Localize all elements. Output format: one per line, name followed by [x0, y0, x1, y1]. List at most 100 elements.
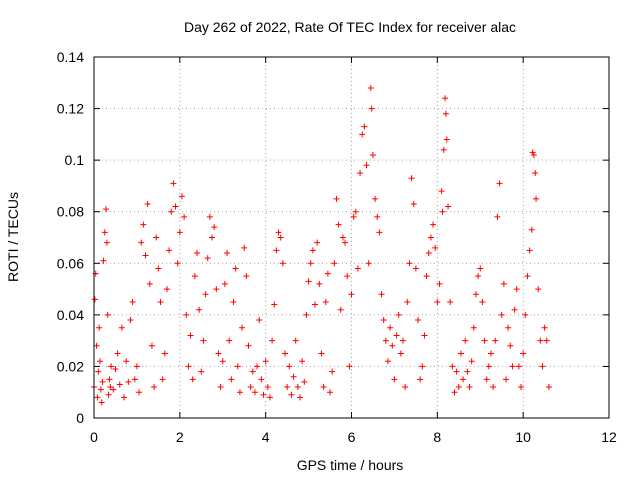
- data-point: [421, 332, 428, 339]
- axis-ticks: 0 2 4 6 8 10 12 0 0.02 0.04 0.06 0.08 0.1 0.12 0.14: [57, 49, 617, 445]
- data-point: [503, 376, 509, 383]
- data-point: [529, 149, 536, 156]
- data-point: [357, 170, 364, 177]
- data-point: [524, 273, 531, 280]
- data-point: [333, 195, 340, 202]
- data-point: [376, 229, 383, 236]
- data-point: [447, 298, 454, 305]
- data-point: [200, 337, 207, 344]
- data-point: [496, 180, 503, 187]
- data-point: [309, 247, 316, 254]
- data-point: [209, 234, 216, 241]
- data-point: [297, 394, 303, 401]
- data-point: [423, 273, 430, 280]
- data-point: [532, 170, 539, 177]
- x-tick-label: 6: [348, 429, 356, 445]
- data-point: [239, 324, 246, 331]
- data-point: [191, 273, 198, 280]
- data-point: [172, 203, 179, 210]
- data-point: [352, 208, 359, 215]
- data-point: [368, 105, 375, 112]
- data-point: [440, 146, 447, 153]
- data-point: [153, 234, 160, 241]
- data-point: [161, 350, 168, 357]
- data-point: [369, 151, 376, 158]
- data-point: [387, 324, 394, 331]
- data-point: [303, 311, 310, 318]
- data-point: [464, 368, 471, 375]
- data-point: [271, 301, 278, 308]
- data-point: [155, 265, 162, 272]
- data-point: [194, 249, 200, 256]
- data-point: [136, 389, 143, 396]
- data-point: [262, 358, 269, 365]
- data-point: [129, 298, 136, 305]
- data-point: [324, 270, 331, 277]
- y-tick-label: 0.12: [57, 101, 84, 117]
- data-point: [346, 363, 353, 370]
- data-point: [148, 342, 155, 349]
- data-point: [320, 384, 327, 391]
- data-point: [404, 298, 411, 305]
- data-point: [264, 384, 271, 391]
- data-point: [335, 221, 342, 228]
- data-point: [118, 324, 125, 331]
- data-point: [106, 376, 113, 383]
- x-tick-label: 8: [433, 429, 441, 445]
- data-point: [543, 337, 550, 344]
- data-point: [466, 384, 473, 391]
- data-point: [475, 273, 482, 280]
- data-point: [337, 306, 344, 313]
- data-point: [412, 265, 419, 272]
- data-point: [348, 291, 355, 298]
- x-tick-label: 4: [262, 429, 270, 445]
- data-point: [123, 358, 130, 365]
- data-point: [417, 376, 424, 383]
- data-point: [196, 306, 203, 313]
- data-point: [485, 363, 492, 370]
- data-point: [331, 260, 338, 267]
- data-point: [157, 298, 164, 305]
- data-point: [146, 280, 153, 287]
- data-point: [96, 324, 103, 331]
- data-point: [211, 224, 218, 231]
- data-point: [449, 363, 456, 370]
- data-point: [101, 229, 108, 236]
- data-point: [539, 363, 546, 370]
- data-point: [187, 332, 194, 339]
- data-point: [221, 280, 228, 287]
- data-point: [481, 337, 488, 344]
- x-axis-title: GPS time / hours: [297, 457, 404, 473]
- data-point: [94, 394, 101, 401]
- data-point: [206, 213, 213, 220]
- x-tick-label: 12: [601, 429, 617, 445]
- data-point: [468, 358, 475, 365]
- data-point: [430, 221, 437, 228]
- data-point: [232, 265, 239, 272]
- gridlines: [94, 57, 609, 418]
- data-point: [327, 389, 334, 396]
- data-point: [526, 247, 533, 254]
- data-point: [498, 311, 505, 318]
- data-point: [410, 200, 417, 207]
- data-point: [453, 368, 460, 375]
- data-point: [166, 247, 173, 254]
- data-point: [455, 384, 462, 391]
- data-point: [103, 239, 110, 246]
- data-point: [389, 342, 396, 349]
- data-point: [305, 278, 312, 285]
- data-point: [226, 337, 233, 344]
- data-point: [445, 203, 452, 210]
- data-point: [522, 311, 529, 318]
- data-point: [318, 350, 325, 357]
- data-point: [537, 337, 544, 344]
- data-point: [269, 337, 276, 344]
- data-point: [432, 244, 439, 251]
- data-point: [487, 350, 494, 357]
- data-point: [350, 213, 357, 220]
- y-tick-label: 0.14: [57, 49, 84, 65]
- data-point: [277, 234, 284, 241]
- data-point: [258, 376, 265, 383]
- data-point: [241, 244, 248, 251]
- data-point: [299, 358, 306, 365]
